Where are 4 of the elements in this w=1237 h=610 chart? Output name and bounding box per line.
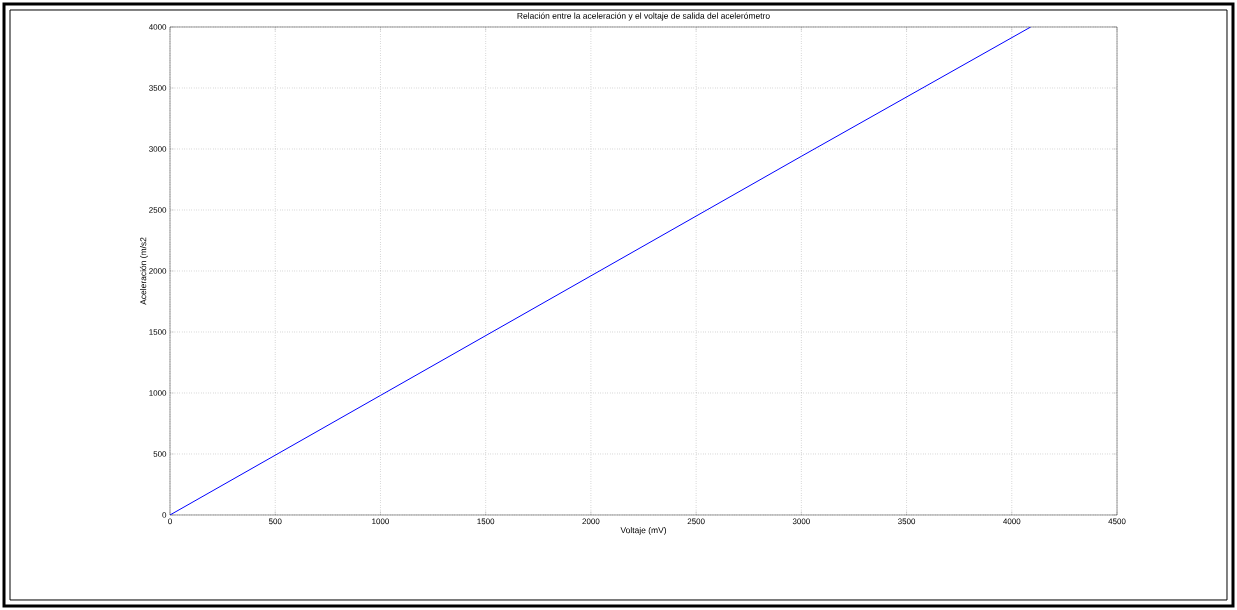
y-axis-title: Aceleración (m/s2 [139, 237, 148, 305]
chart-title: Relación entre la aceleración y el voltaje de salida del acelerómetro [517, 12, 770, 21]
line-series [170, 26, 1032, 515]
x-axis-title: Voltaje (mV) [620, 526, 667, 535]
